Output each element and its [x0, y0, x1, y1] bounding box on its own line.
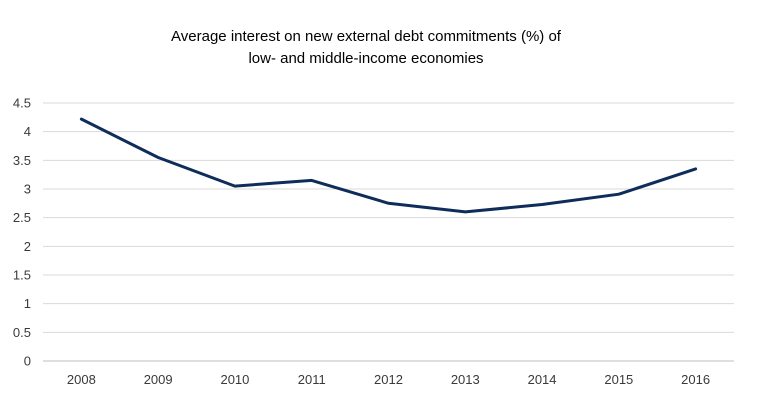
x-tick-label: 2010 — [220, 372, 249, 387]
y-tick-label: 2 — [24, 239, 31, 254]
x-tick-label: 2014 — [528, 372, 557, 387]
y-tick-label: 1 — [24, 296, 31, 311]
y-tick-label: 3 — [24, 182, 31, 197]
y-tick-label: 2.5 — [13, 210, 31, 225]
chart-title-line-2: low- and middle-income economies — [248, 50, 483, 67]
x-tick-label: 2016 — [681, 372, 710, 387]
series-line — [79, 117, 698, 214]
chart-title-line-1: Average interest on new external debt co… — [171, 28, 562, 45]
x-tick-label: 2008 — [67, 372, 96, 387]
y-axis-tick-labels: 0 0.5 1 1.5 2 2.5 3 3.5 4 4.5 — [13, 96, 31, 369]
y-tick-label: 1.5 — [13, 268, 31, 283]
x-tick-label: 2013 — [451, 372, 480, 387]
y-tick-label: 0.5 — [13, 325, 31, 340]
gridlines — [43, 102, 734, 362]
x-axis-tick-labels: 2008 2009 2010 2011 2012 2013 2014 2015 2016 — [67, 372, 710, 387]
x-tick-label: 2015 — [604, 372, 633, 387]
y-tick-label: 4 — [24, 124, 31, 139]
y-tick-label: 3.5 — [13, 153, 31, 168]
x-tick-label: 2011 — [298, 372, 326, 387]
x-tick-label: 2009 — [144, 372, 173, 387]
y-tick-label: 4.5 — [13, 96, 31, 111]
y-tick-label: 0 — [24, 354, 31, 369]
series-layer — [79, 117, 698, 214]
x-tick-label: 2012 — [374, 372, 403, 387]
